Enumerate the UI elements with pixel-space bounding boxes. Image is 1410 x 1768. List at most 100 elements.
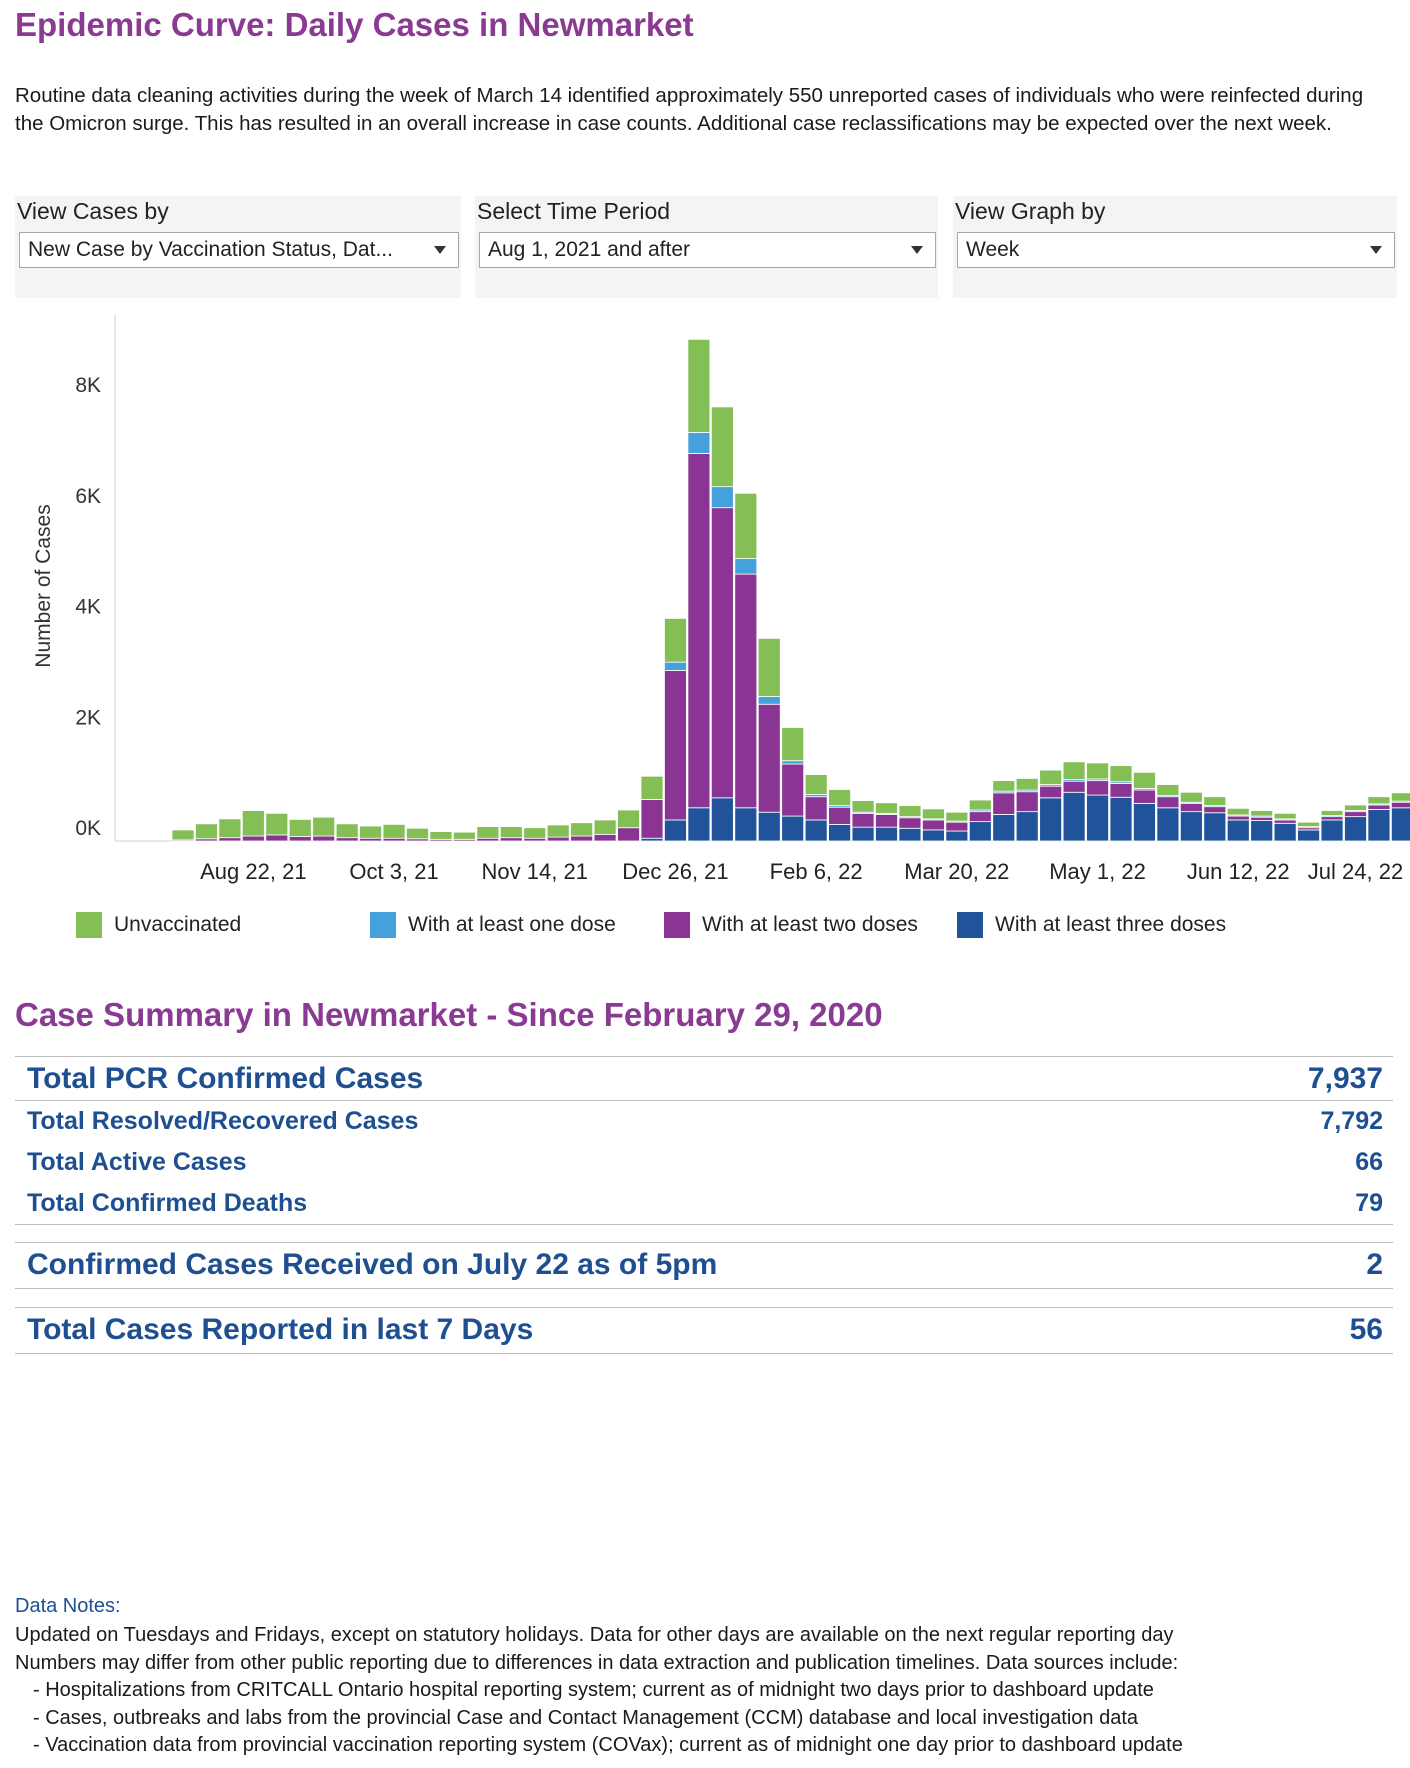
- bar-two-doses: [1320, 816, 1344, 821]
- bar-two-doses: [1133, 789, 1156, 804]
- divider: [15, 1288, 1393, 1289]
- x-tick-label: Oct 3, 21: [349, 859, 438, 884]
- bar-three-doses: [1179, 811, 1203, 842]
- divider: [15, 1100, 1393, 1101]
- summary-row-resolved: Total Resolved/Recovered Cases 7,792: [15, 1102, 1393, 1140]
- bar-unvaccinated: [1344, 804, 1367, 811]
- bar-unvaccinated: [218, 818, 242, 839]
- time-period-filter: Select Time Period Aug 1, 2021 and after: [475, 196, 938, 298]
- legend-label-three-doses: With at least three doses: [995, 913, 1227, 936]
- view-cases-value: New Case by Vaccination Status, Dat...: [28, 238, 393, 261]
- y-tick-label: 0K: [75, 817, 101, 840]
- intro-text: Routine data cleaning activities during …: [15, 84, 1364, 135]
- bar-unvaccinated: [452, 831, 476, 840]
- bar-two-doses: [1391, 801, 1410, 809]
- bar-three-doses: [640, 837, 664, 842]
- legend-unvaccinated[interactable]: Unvaccinated: [76, 909, 241, 941]
- bar-unvaccinated: [1039, 769, 1063, 785]
- x-tick-label: Jul 24, 22: [1308, 859, 1403, 884]
- legend-swatch-one-dose: [370, 912, 396, 938]
- bar-two-doses: [945, 821, 969, 832]
- bar-three-doses: [851, 826, 875, 842]
- bar-two-doses: [875, 814, 898, 828]
- bar-three-doses: [1367, 809, 1391, 842]
- bar-two-doses: [1344, 811, 1367, 818]
- bar-two-doses: [312, 835, 336, 842]
- bar-unvaccinated: [429, 831, 453, 840]
- notes-bullet: - Cases, outbreaks and labs from the pro…: [33, 1706, 1139, 1729]
- legend-three-doses[interactable]: With at least three doses: [957, 909, 1226, 941]
- summary-row-deaths: Total Confirmed Deaths 79: [15, 1184, 1393, 1222]
- legend-label-two-doses: With at least two doses: [702, 913, 918, 936]
- case-summary-title: Case Summary in Newmarket - Since Februa…: [15, 996, 883, 1033]
- page-title: Epidemic Curve: Daily Cases in Newmarket: [15, 6, 694, 43]
- deaths-label: Total Confirmed Deaths: [27, 1188, 308, 1217]
- bar-unvaccinated: [664, 618, 687, 663]
- bar-two-doses: [664, 670, 687, 821]
- time-period-value: Aug 1, 2021 and after: [488, 238, 690, 261]
- bar-unvaccinated: [992, 780, 1016, 792]
- received-value: 2: [1366, 1248, 1383, 1281]
- bar-unvaccinated: [288, 819, 312, 837]
- bar-unvaccinated: [312, 816, 336, 837]
- pcr-value: 7,937: [1307, 1062, 1383, 1095]
- summary-row-received: Confirmed Cases Received on July 22 as o…: [15, 1244, 1393, 1286]
- bar-unvaccinated: [804, 774, 828, 795]
- deaths-value: 79: [1355, 1188, 1383, 1217]
- bar-two-doses: [687, 453, 711, 809]
- bar-three-doses: [781, 815, 805, 842]
- view-cases-dropdown[interactable]: New Case by Vaccination Status, Dat...: [19, 232, 459, 268]
- bar-three-doses: [804, 819, 828, 842]
- bar-three-doses: [1086, 794, 1109, 842]
- bar-unvaccinated: [382, 823, 406, 839]
- bar-two-doses: [1250, 816, 1274, 821]
- bar-two-doses: [992, 792, 1016, 815]
- bar-three-doses: [710, 797, 734, 842]
- graph-by-dropdown[interactable]: Week: [957, 232, 1395, 268]
- bar-unvaccinated: [1226, 807, 1250, 816]
- data-notes: Updated on Tuesdays and Fridays, except …: [15, 1622, 1385, 1760]
- bar-unvaccinated: [241, 810, 265, 837]
- bar-unvaccinated: [265, 812, 289, 836]
- legend-two-doses[interactable]: With at least two doses: [664, 909, 918, 941]
- legend-one-dose[interactable]: With at least one dose: [370, 909, 616, 941]
- bar-unvaccinated: [359, 825, 383, 839]
- bar-unvaccinated: [570, 822, 594, 837]
- y-tick-label: 4K: [75, 596, 101, 619]
- bar-two-doses: [359, 837, 383, 842]
- bar-two-doses: [265, 834, 289, 842]
- bar-three-doses: [875, 826, 898, 842]
- bar-unvaccinated: [171, 829, 195, 841]
- bar-unvaccinated: [922, 808, 945, 820]
- bar-one-dose: [757, 696, 781, 705]
- bar-three-doses: [757, 811, 781, 842]
- bar-two-doses: [523, 837, 547, 842]
- bar-unvaccinated: [617, 809, 640, 829]
- bar-two-doses: [828, 806, 851, 825]
- divider: [15, 1242, 1393, 1243]
- bar-three-doses: [968, 821, 992, 842]
- bar-unvaccinated: [546, 824, 570, 838]
- data-notes-heading: Data Notes:: [15, 1595, 121, 1617]
- bar-unvaccinated: [687, 338, 711, 433]
- divider: [15, 1307, 1393, 1308]
- legend-swatch-two-doses: [664, 912, 690, 938]
- time-period-dropdown[interactable]: Aug 1, 2021 and after: [479, 232, 936, 268]
- active-label: Total Active Cases: [27, 1147, 247, 1176]
- bar-three-doses: [1109, 796, 1133, 842]
- bar-two-doses: [1039, 785, 1063, 799]
- bar-unvaccinated: [1179, 791, 1203, 803]
- notes-line: Updated on Tuesdays and Fridays, except …: [15, 1624, 1174, 1646]
- bar-one-dose: [664, 661, 687, 671]
- bar-two-doses: [1156, 796, 1180, 809]
- graph-by-label: View Graph by: [955, 198, 1106, 224]
- bar-unvaccinated: [875, 802, 898, 814]
- x-tick-label: Aug 22, 21: [200, 859, 306, 884]
- bar-three-doses: [1015, 811, 1039, 842]
- last7-label: Total Cases Reported in last 7 Days: [27, 1313, 534, 1346]
- x-tick-label: Feb 6, 22: [770, 859, 863, 884]
- bar-unvaccinated: [593, 819, 617, 835]
- bar-two-doses: [335, 837, 359, 842]
- bar-unvaccinated: [1086, 762, 1109, 780]
- bar-three-doses: [898, 827, 922, 842]
